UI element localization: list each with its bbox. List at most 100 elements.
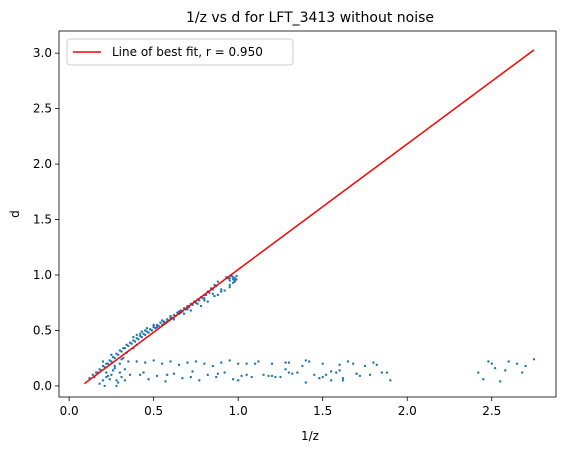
scatter-point [368, 373, 372, 377]
scatter-point [235, 278, 238, 281]
scatter-point [198, 379, 201, 382]
scatter-point [145, 327, 149, 330]
scatter-point [287, 361, 291, 364]
y-tick-label: 1.5 [33, 213, 52, 227]
scatter-points [88, 273, 536, 388]
scatter-point [138, 334, 142, 338]
scatter-point [321, 375, 324, 379]
scatter-point [351, 362, 355, 365]
x-tick-label: 2.5 [482, 404, 501, 418]
axes-frame [58, 30, 557, 398]
scatter-point [231, 276, 235, 279]
scatter-point [206, 300, 209, 303]
scatter-point [106, 374, 110, 378]
scatter-point [329, 370, 333, 373]
scatter-point [116, 353, 120, 357]
scatter-point [375, 363, 379, 367]
scatter-point [186, 361, 189, 364]
scatter-point [138, 332, 142, 335]
x-tick-label: 1.0 [229, 404, 248, 418]
plot-area [58, 30, 557, 398]
scatter-point [385, 371, 389, 374]
scatter-point [172, 318, 176, 321]
scatter-point [296, 371, 299, 374]
scatter-point [341, 379, 345, 382]
scatter-point [122, 356, 125, 360]
scatter-point [115, 384, 118, 388]
scatter-point [128, 341, 132, 344]
scatter-point [250, 375, 253, 379]
scatter-point [152, 324, 155, 328]
scatter-point [233, 280, 237, 283]
legend-entry-fit-line: Line of best fit, r = 0.950 [112, 45, 263, 59]
scatter-point [346, 360, 350, 363]
fit-line-layer [83, 49, 535, 385]
scatter-point [358, 374, 362, 378]
y-axis-ticks: 0.0 0.5 1.0 1.5 2.0 2.5 3.0 [33, 46, 59, 393]
scatter-point [162, 321, 166, 324]
scatter-point [94, 371, 98, 374]
x-tick-label: 2.0 [398, 404, 417, 418]
scatter-point [144, 361, 147, 364]
scatter-point [118, 349, 122, 352]
scatter-point [198, 299, 201, 302]
scatter-point [123, 379, 127, 382]
scatter-point [338, 363, 341, 367]
scatter-point [236, 362, 240, 365]
scatter-point [144, 333, 147, 337]
scatter-point [186, 308, 189, 311]
scatter-point [138, 373, 142, 377]
y-axis-label: d [8, 210, 22, 218]
scatter-point [287, 371, 291, 374]
scatter-point [291, 372, 294, 375]
scatter-point [98, 382, 101, 385]
axes-background [59, 31, 556, 397]
scatter-point [123, 347, 127, 350]
x-axis-ticks: 0.0 0.5 1.0 1.5 2.0 2.5 [60, 397, 501, 418]
scatter-point [110, 360, 113, 363]
scatter-point [216, 293, 220, 297]
scatter-point [220, 290, 223, 293]
y-tick-label: 0.0 [33, 379, 52, 393]
scatter-point [118, 371, 122, 374]
scatter-point [154, 327, 157, 330]
scatter-point [499, 380, 502, 383]
scatter-point [155, 323, 159, 327]
scatter-point [110, 353, 113, 357]
scatter-point [231, 378, 235, 381]
scatter-point [181, 376, 184, 380]
scatter-point [223, 371, 226, 374]
scatter-point [228, 286, 231, 289]
scatter-point [196, 302, 199, 306]
scatter-point [520, 371, 524, 374]
chart-title: 1/z vs d for LFT_3413 without noise [186, 10, 434, 26]
scatter-point [262, 373, 265, 377]
scatter-point [118, 362, 122, 365]
scatter-point [182, 312, 186, 316]
scatter-point [228, 283, 231, 287]
scatter-point [145, 330, 149, 333]
scatter-point [267, 374, 270, 378]
scatter-point [177, 363, 181, 367]
scatter-point [211, 292, 215, 296]
scatter-point [135, 337, 138, 340]
scatter-point [106, 362, 110, 365]
scatter-point [245, 362, 248, 365]
scatter-point [152, 359, 155, 362]
scatter-point [127, 344, 130, 348]
scatter-point [321, 362, 324, 365]
scatter-point [203, 299, 206, 302]
scatter-point [372, 361, 375, 364]
scatter-point [216, 280, 220, 283]
scatter-point [125, 343, 128, 347]
scatter-point [201, 297, 204, 300]
scatter-point [380, 371, 384, 374]
scatter-point [236, 379, 240, 382]
scatter-point [172, 372, 176, 375]
scatter-point [155, 325, 159, 329]
scatter-point [304, 381, 308, 384]
scatter-point [189, 375, 193, 379]
scatter-point [155, 374, 159, 378]
scatter-point [140, 330, 144, 333]
scatter-point [103, 384, 106, 388]
